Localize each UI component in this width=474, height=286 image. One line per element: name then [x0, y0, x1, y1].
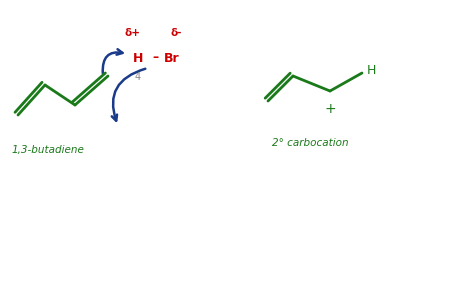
Text: δ+: δ+: [125, 28, 141, 38]
Text: +: +: [324, 102, 336, 116]
Text: 1,3-butadiene: 1,3-butadiene: [12, 145, 85, 155]
Text: H: H: [367, 65, 376, 78]
Text: H: H: [133, 51, 143, 65]
FancyArrowPatch shape: [103, 49, 122, 73]
Text: –: –: [152, 51, 158, 65]
Text: 2° carbocation: 2° carbocation: [272, 138, 348, 148]
Text: 4: 4: [135, 72, 141, 82]
FancyArrowPatch shape: [112, 69, 146, 121]
Text: Br: Br: [164, 51, 180, 65]
Text: δ-: δ-: [170, 28, 182, 38]
